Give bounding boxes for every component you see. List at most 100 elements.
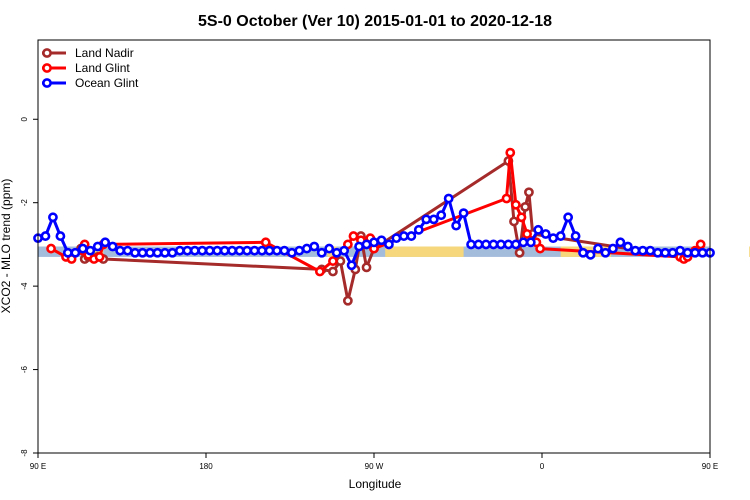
data-point-ocean-glint: [145, 247, 155, 258]
data-point-land-nadir: [514, 247, 525, 258]
data-point-ocean-glint: [339, 245, 350, 256]
data-point-ocean-glint: [227, 245, 238, 256]
data-point-ocean-glint: [436, 210, 447, 221]
y-axis-label: XCO2 - MLO trend (ppm): [0, 179, 13, 314]
data-point-ocean-glint: [481, 239, 491, 250]
data-point-ocean-glint: [264, 245, 275, 256]
data-point-land-glint: [46, 243, 56, 254]
data-point-ocean-glint: [525, 237, 536, 248]
data-point-ocean-glint: [115, 245, 126, 256]
data-point-ocean-glint: [428, 214, 439, 225]
data-point-ocean-glint: [518, 237, 529, 248]
data-point-ocean-glint: [466, 239, 476, 250]
data-point-ocean-glint: [540, 229, 551, 239]
data-point-ocean-glint: [257, 245, 267, 256]
legend-label-land-nadir: Land Nadir: [75, 46, 134, 60]
data-point-land-nadir: [361, 262, 372, 273]
x-axis: 90 E 180 90 W 0 90 E: [30, 453, 718, 471]
data-point-ocean-glint: [286, 247, 297, 258]
data-point-ocean-glint: [555, 231, 566, 241]
data-point-ocean-glint: [503, 239, 514, 250]
data-point-ocean-glint: [249, 245, 260, 256]
y-tick-label: 0: [20, 116, 29, 121]
data-point-ocean-glint: [458, 208, 469, 219]
y-tick-label: -4: [20, 282, 29, 290]
data-point-ocean-glint: [48, 212, 58, 223]
data-point-ocean-glint: [533, 224, 544, 235]
series-ocean-glint: [33, 193, 715, 271]
data-point-land-glint: [505, 147, 516, 158]
data-point-ocean-glint: [331, 247, 342, 258]
data-point-ocean-glint: [301, 243, 312, 254]
data-point-ocean-glint: [645, 245, 656, 256]
data-point-ocean-glint: [637, 245, 648, 256]
data-point-ocean-glint: [354, 241, 364, 252]
data-point-ocean-glint: [398, 231, 409, 241]
legend-label-land-glint: Land Glint: [75, 61, 130, 75]
data-point-land-glint: [314, 266, 325, 277]
data-point-ocean-glint: [384, 239, 394, 250]
data-point-ocean-glint: [77, 243, 88, 254]
data-point-ocean-glint: [451, 220, 462, 231]
data-point-ocean-glint: [182, 245, 193, 256]
data-point-ocean-glint: [62, 247, 73, 258]
data-point-ocean-glint: [488, 239, 499, 250]
data-point-ocean-glint: [697, 247, 708, 258]
y-tick-label: -6: [20, 365, 29, 373]
data-point-ocean-glint: [309, 241, 320, 252]
data-point-ocean-glint: [85, 245, 96, 256]
x-tick-label: 0: [540, 462, 545, 471]
data-point-land-nadir: [520, 201, 531, 212]
data-point-ocean-glint: [122, 245, 133, 256]
data-point-ocean-glint: [622, 241, 633, 252]
data-point-ocean-glint: [510, 239, 521, 250]
data-point-ocean-glint: [130, 247, 140, 258]
data-point-land-glint: [695, 239, 706, 250]
data-point-ocean-glint: [272, 245, 282, 256]
data-point-ocean-glint: [316, 247, 327, 258]
x-tick-label: 180: [199, 462, 213, 471]
data-point-ocean-glint: [234, 245, 245, 256]
data-point-ocean-glint: [578, 247, 588, 258]
data-point-ocean-glint: [174, 245, 185, 256]
data-point-land-nadir: [524, 187, 534, 198]
data-point-land-glint: [94, 252, 105, 262]
data-point-land-nadir: [342, 295, 353, 306]
data-point-land-glint: [535, 243, 546, 254]
data-point-ocean-glint: [421, 214, 432, 225]
data-point-ocean-glint: [391, 233, 402, 244]
data-point-ocean-glint: [219, 245, 230, 256]
data-point-ocean-glint: [376, 235, 387, 246]
data-point-ocean-glint: [189, 245, 200, 256]
data-point-ocean-glint: [361, 239, 372, 250]
data-point-land-glint: [348, 231, 359, 241]
legend-marker-ocean-glint: [42, 78, 52, 88]
data-point-ocean-glint: [324, 243, 335, 254]
data-point-ocean-glint: [279, 245, 290, 256]
data-point-ocean-glint: [212, 245, 223, 256]
y-axis: 0 -2 -4 -6 -8: [20, 116, 38, 457]
data-point-ocean-glint: [369, 237, 379, 248]
data-point-ocean-glint: [563, 212, 574, 223]
x-tick-label: 90 E: [30, 462, 46, 471]
chart-title: 5S-0 October (Ver 10) 2015-01-01 to 2020…: [198, 13, 552, 30]
data-point-ocean-glint: [630, 245, 641, 256]
y-tick-label: -8: [20, 449, 29, 457]
legend-label-ocean-glint: Ocean Glint: [75, 76, 139, 90]
series-line-land-nadir: [79, 159, 686, 303]
data-point-land-glint: [501, 193, 512, 204]
data-point-ocean-glint: [137, 247, 148, 258]
data-point-ocean-glint: [548, 233, 559, 244]
legend-marker-land-glint: [42, 63, 52, 73]
data-point-ocean-glint: [615, 237, 626, 248]
data-point-ocean-glint: [167, 247, 178, 258]
x-tick-label: 90 E: [702, 462, 718, 471]
series-layer: [33, 147, 715, 306]
land-band-segment: [385, 246, 464, 257]
data-point-ocean-glint: [346, 260, 357, 271]
data-point-ocean-glint: [585, 249, 596, 260]
x-tick-label: 90 W: [365, 462, 384, 471]
data-point-ocean-glint: [652, 247, 663, 258]
data-point-land-nadir: [509, 216, 519, 227]
